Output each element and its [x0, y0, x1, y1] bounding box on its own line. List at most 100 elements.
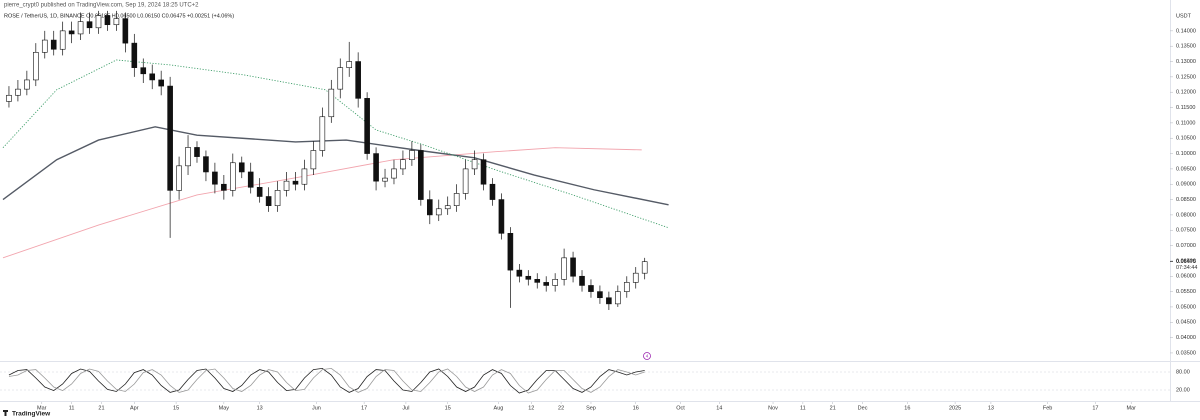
- candle-body: [489, 183, 496, 200]
- osc-tick-label: 20.00: [1176, 387, 1190, 393]
- x-tick-label: 2025: [949, 405, 961, 411]
- candle-body: [632, 272, 639, 283]
- y-tick-label: 0.12000: [1176, 90, 1196, 96]
- candle-body: [641, 261, 648, 274]
- event-marker: [643, 352, 651, 360]
- candle-body: [158, 79, 164, 87]
- x-tick-label: Oct: [676, 405, 685, 411]
- candle-body: [194, 147, 200, 157]
- candle-body: [113, 18, 120, 26]
- candle-body: [86, 21, 93, 29]
- candle-body: [534, 279, 541, 283]
- y-tick-label: 0.09500: [1176, 166, 1196, 172]
- y-tick-label: 0.04000: [1176, 335, 1196, 341]
- x-tick-label: 17: [1092, 405, 1098, 411]
- candle-body: [292, 180, 299, 185]
- y-tick-label: 0.05000: [1176, 304, 1196, 310]
- x-tick-label: Jun: [312, 405, 321, 411]
- candle-body: [212, 171, 218, 185]
- candle-body: [50, 39, 57, 50]
- candle-body: [588, 285, 594, 292]
- x-tick-label: Feb: [1043, 405, 1052, 411]
- x-tick-label: Mar: [37, 405, 47, 411]
- x-tick-label: 16: [633, 405, 639, 411]
- countdown: 07:34:44: [1176, 265, 1197, 271]
- x-tick-label: 21: [830, 405, 836, 411]
- candle-body: [606, 297, 612, 305]
- candle-body: [409, 150, 415, 160]
- symbol-info: ROSE / TetherUS, 1D, BINANCE O0.06185 H0…: [4, 13, 234, 19]
- x-tick-label: 22: [558, 405, 564, 411]
- candle-body: [77, 21, 84, 35]
- x-tick-label: Aug: [494, 405, 504, 411]
- moving-average: [2, 59, 669, 229]
- x-tick-label: Jul: [402, 405, 409, 411]
- x-tick-label: Dec: [858, 405, 868, 411]
- oscillator-line: [8, 367, 645, 394]
- y-tick-label: 0.08500: [1176, 197, 1196, 203]
- candle-body: [265, 196, 272, 207]
- y-tick-label: 0.10500: [1176, 136, 1196, 142]
- plot: [2, 10, 669, 310]
- candle-body: [328, 88, 335, 118]
- candle-body: [418, 150, 424, 200]
- candle-body: [283, 180, 290, 191]
- x-tick-label: 21: [98, 405, 104, 411]
- y-tick-label: 0.09000: [1176, 182, 1196, 188]
- candle-body: [256, 187, 263, 197]
- candle-body: [167, 85, 173, 191]
- candle-body: [59, 30, 66, 50]
- candle-body: [498, 199, 505, 234]
- brand: TradingView: [12, 411, 51, 418]
- candle-body: [140, 67, 147, 75]
- x-tick-label: 13: [257, 405, 263, 411]
- x-tick-label: Sep: [586, 405, 596, 411]
- y-tick-label: 0.12500: [1176, 74, 1196, 80]
- x-tick-label: 11: [69, 405, 75, 411]
- candle-body: [104, 15, 111, 26]
- candle-body: [462, 168, 469, 194]
- candle-body: [230, 162, 236, 191]
- candle-body: [149, 73, 156, 81]
- publisher: pierre_crypt0 published on TradingView.c…: [4, 3, 199, 9]
- y-tick-label: 0.07500: [1176, 228, 1196, 234]
- candle-body: [623, 282, 630, 292]
- candle-body: [41, 39, 48, 53]
- x-tick-label: Nov: [768, 405, 778, 411]
- candle-body: [435, 208, 442, 216]
- x-tick-label: 15: [173, 405, 179, 411]
- candle-body: [310, 150, 317, 170]
- oscillator-line: [8, 367, 645, 394]
- candle-body: [346, 61, 353, 68]
- candle-body: [525, 275, 532, 280]
- y-tick-label: 0.03500: [1176, 350, 1196, 356]
- candle-body: [203, 156, 209, 173]
- candle-body: [471, 159, 478, 170]
- brand-logo: [3, 410, 8, 416]
- candle-body: [221, 183, 227, 191]
- y-tick-label: 0.11000: [1176, 120, 1195, 126]
- y-tick-label: 0.10000: [1176, 151, 1196, 157]
- candle-body: [426, 199, 433, 216]
- x-tick-label: Apr: [130, 405, 139, 411]
- x-tick-label: 15: [445, 405, 451, 411]
- candle-body: [301, 168, 308, 185]
- x-tick-label: 13: [988, 405, 994, 411]
- y-tick-label: 0.04500: [1176, 320, 1196, 326]
- y-tick-label: 0.11500: [1176, 105, 1195, 111]
- candle-body: [355, 61, 361, 99]
- y-tick-label: 0.06000: [1176, 274, 1196, 280]
- candle-body: [68, 30, 75, 35]
- y-tick-label: 0.06500: [1176, 258, 1196, 264]
- x-tick-label: Mar: [1126, 405, 1136, 411]
- candle-body: [561, 257, 567, 280]
- candle-body: [185, 147, 191, 167]
- price-unit: USDT: [1176, 13, 1192, 19]
- candle-body: [247, 171, 254, 188]
- candle-body: [453, 193, 460, 207]
- moving-average: [2, 147, 642, 259]
- x-tick-label: 11: [800, 405, 806, 411]
- candle-body: [382, 177, 388, 182]
- candle-body: [95, 15, 102, 29]
